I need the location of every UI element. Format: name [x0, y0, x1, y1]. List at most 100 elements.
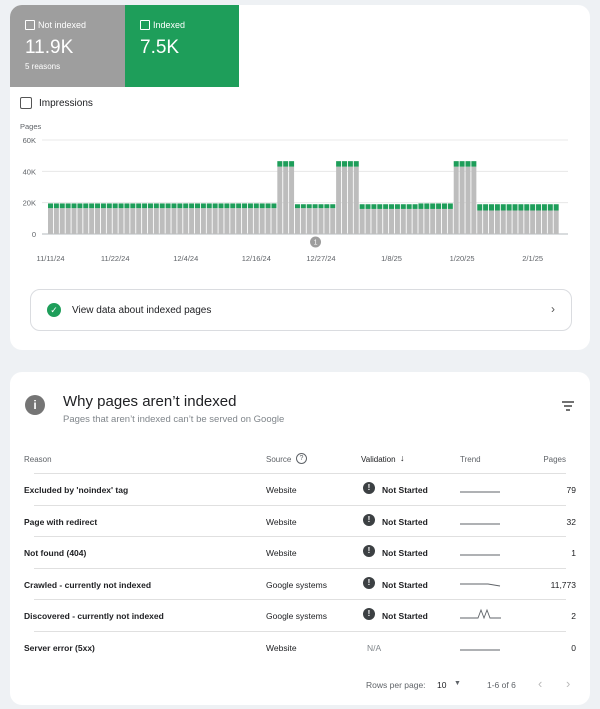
table-row[interactable]: Discovered - currently not indexed Google…	[24, 599, 576, 631]
bar-segment	[159, 203, 165, 209]
y-axis-label: Pages	[20, 122, 42, 131]
table-row[interactable]: Crawled - currently not indexed Google sy…	[24, 567, 576, 600]
bar-segment	[130, 208, 136, 234]
bar-segment	[424, 208, 430, 234]
bar-segment	[494, 204, 500, 211]
bar-segment	[165, 203, 171, 209]
bar-segment	[524, 210, 530, 234]
table-row[interactable]: Page with redirect Website! Not Started 32	[24, 504, 576, 537]
reason: Excluded by 'noindex' tag	[24, 485, 129, 495]
bar-segment	[106, 208, 112, 234]
bar-segment	[277, 161, 283, 167]
table-row[interactable]: Server error (5xx) Website N/A 0	[24, 631, 576, 663]
bar-segment	[53, 203, 59, 209]
source: Website	[266, 548, 297, 559]
bar-segment	[171, 208, 177, 234]
info-icon: i	[25, 395, 45, 415]
bar-segment	[212, 203, 218, 209]
pages: 32	[566, 516, 576, 527]
bar-segment	[48, 203, 53, 209]
bar-segment	[124, 203, 130, 209]
tile-value: 7.5K	[140, 37, 180, 58]
bar-segment	[130, 203, 136, 209]
header: Pages	[543, 455, 566, 464]
bar-segment	[95, 203, 101, 209]
bar-segment	[271, 203, 277, 209]
bar-segment	[224, 203, 230, 209]
bar-segment	[389, 208, 395, 234]
bar-segment	[383, 208, 389, 234]
source: Google systems	[266, 579, 327, 590]
x-tick-label: 2/1/25	[522, 254, 543, 263]
header[interactable]: Validation	[361, 455, 396, 464]
reason: Page with redirect	[24, 516, 98, 527]
impressions-label: Impressions	[39, 98, 93, 109]
bar-segment	[459, 161, 465, 167]
bar-segment	[365, 208, 371, 234]
bar-segment	[441, 203, 447, 209]
bar-segment	[553, 204, 559, 211]
coverage-card: Not indexed 11.9K 5 reasons Indexed 7.5K…	[10, 5, 590, 350]
bar-segment	[59, 208, 65, 234]
prev[interactable]: ‹	[538, 676, 543, 691]
bar-segment	[147, 208, 153, 234]
bar-segment	[83, 208, 89, 234]
bar-segment	[253, 208, 259, 234]
indexed-tile[interactable]: Indexed 7.5K	[125, 5, 239, 87]
trend-line	[460, 583, 501, 587]
section-subtitle: Pages that aren’t indexed can’t be serve…	[63, 414, 285, 425]
bar-segment	[400, 204, 406, 209]
source: Website	[266, 643, 297, 653]
bar-segment	[412, 208, 418, 234]
annotation-marker	[310, 236, 322, 248]
bar-segment	[242, 208, 248, 234]
bar-segment	[541, 204, 547, 211]
bar-segment	[453, 166, 459, 234]
bar-segment	[342, 166, 347, 234]
page-size[interactable]: 10	[437, 680, 447, 690]
bar-segment	[165, 208, 171, 234]
header: Trend	[460, 455, 481, 464]
bar-segment	[253, 203, 259, 209]
bar-segment	[459, 166, 465, 234]
not-indexed-tile[interactable]: Not indexed 11.9K 5 reasons	[10, 5, 125, 87]
bar-segment	[177, 208, 183, 234]
bar-segment	[394, 204, 400, 209]
bar-segment	[306, 208, 312, 234]
bar-segment	[142, 208, 148, 234]
bar-segment	[483, 204, 489, 211]
table-row[interactable]: Excluded by 'noindex' tag Website! Not Sta…	[24, 473, 576, 505]
table-row[interactable]: Not found (404) Website! Not Started 1	[24, 536, 576, 568]
bar-segment	[259, 203, 265, 209]
bar-segment	[436, 203, 442, 209]
bar-segment	[159, 208, 165, 234]
chevron: ›	[551, 302, 555, 316]
filter-icon[interactable]	[561, 400, 575, 412]
bar-segment	[153, 208, 159, 234]
bar-segment	[265, 208, 271, 234]
bar-segment	[71, 208, 77, 234]
bar-segment	[124, 208, 130, 234]
checkbox	[140, 20, 150, 30]
bar-segment	[189, 203, 195, 209]
bar-segment	[247, 203, 253, 209]
checkbox[interactable]	[20, 97, 32, 109]
pages: 79	[566, 485, 576, 495]
help-icon[interactable]: ?	[296, 453, 307, 464]
trend-sparkline	[460, 523, 500, 525]
status-icon: !	[363, 576, 375, 589]
y-tick-label: 40K	[23, 167, 36, 176]
pages: 2	[571, 611, 576, 622]
bar-segment	[418, 203, 424, 209]
bar-segment	[394, 208, 400, 234]
bar-segment	[500, 204, 506, 211]
next[interactable]: ›	[566, 676, 571, 691]
bar-segment	[100, 203, 106, 209]
link-box[interactable]: ✓ View data about indexed pages ›	[30, 289, 572, 331]
bar-segment	[553, 210, 559, 234]
bar-segment	[147, 203, 153, 209]
bar-segment	[330, 204, 336, 209]
bar-segment	[536, 204, 542, 211]
bar-segment	[300, 204, 306, 209]
